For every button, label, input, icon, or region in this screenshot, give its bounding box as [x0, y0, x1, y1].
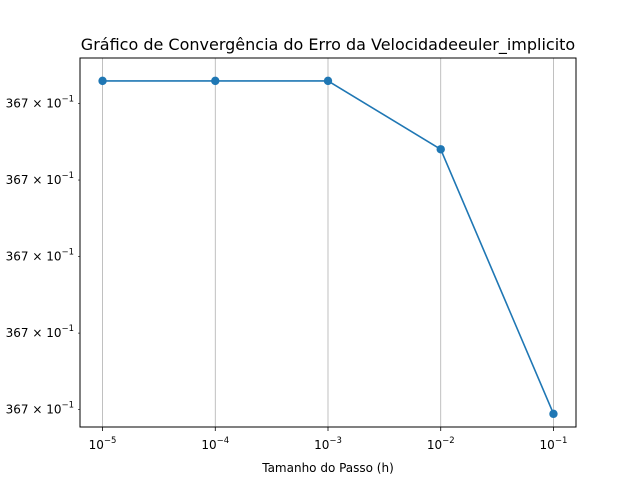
y-tick-label: 367 × 10−1 [6, 401, 74, 417]
y-tick-label: 367 × 10−1 [6, 248, 74, 264]
data-point [98, 76, 107, 86]
x-axis-ticks: 10−5 10−4 10−3 10−2 10−1 [89, 427, 568, 452]
y-tick-label: 367 × 10−1 [6, 171, 74, 187]
data-point [549, 409, 558, 419]
data-point [211, 76, 220, 86]
grid-lines [102, 58, 554, 427]
y-tick-label: 367 × 10−1 [6, 95, 74, 111]
series-line-group [98, 76, 558, 419]
data-point [323, 76, 333, 86]
x-tick-label: 10−1 [540, 436, 568, 452]
chart-title: Gráfico de Convergência do Erro da Veloc… [81, 35, 575, 55]
x-tick-label: 10−2 [427, 436, 455, 452]
y-axis-ticks: 367 × 10−1 367 × 10−1 367 × 10−1 367 × 10−1… [6, 95, 80, 417]
x-axis-label: Tamanho do Passo (h) [261, 461, 394, 475]
data-point [436, 145, 445, 154]
x-tick-label: 10−3 [314, 436, 342, 452]
y-tick-label: 367 × 10−1 [6, 324, 74, 340]
x-tick-label: 10−4 [201, 436, 229, 452]
x-tick-label: 10−5 [89, 436, 117, 452]
